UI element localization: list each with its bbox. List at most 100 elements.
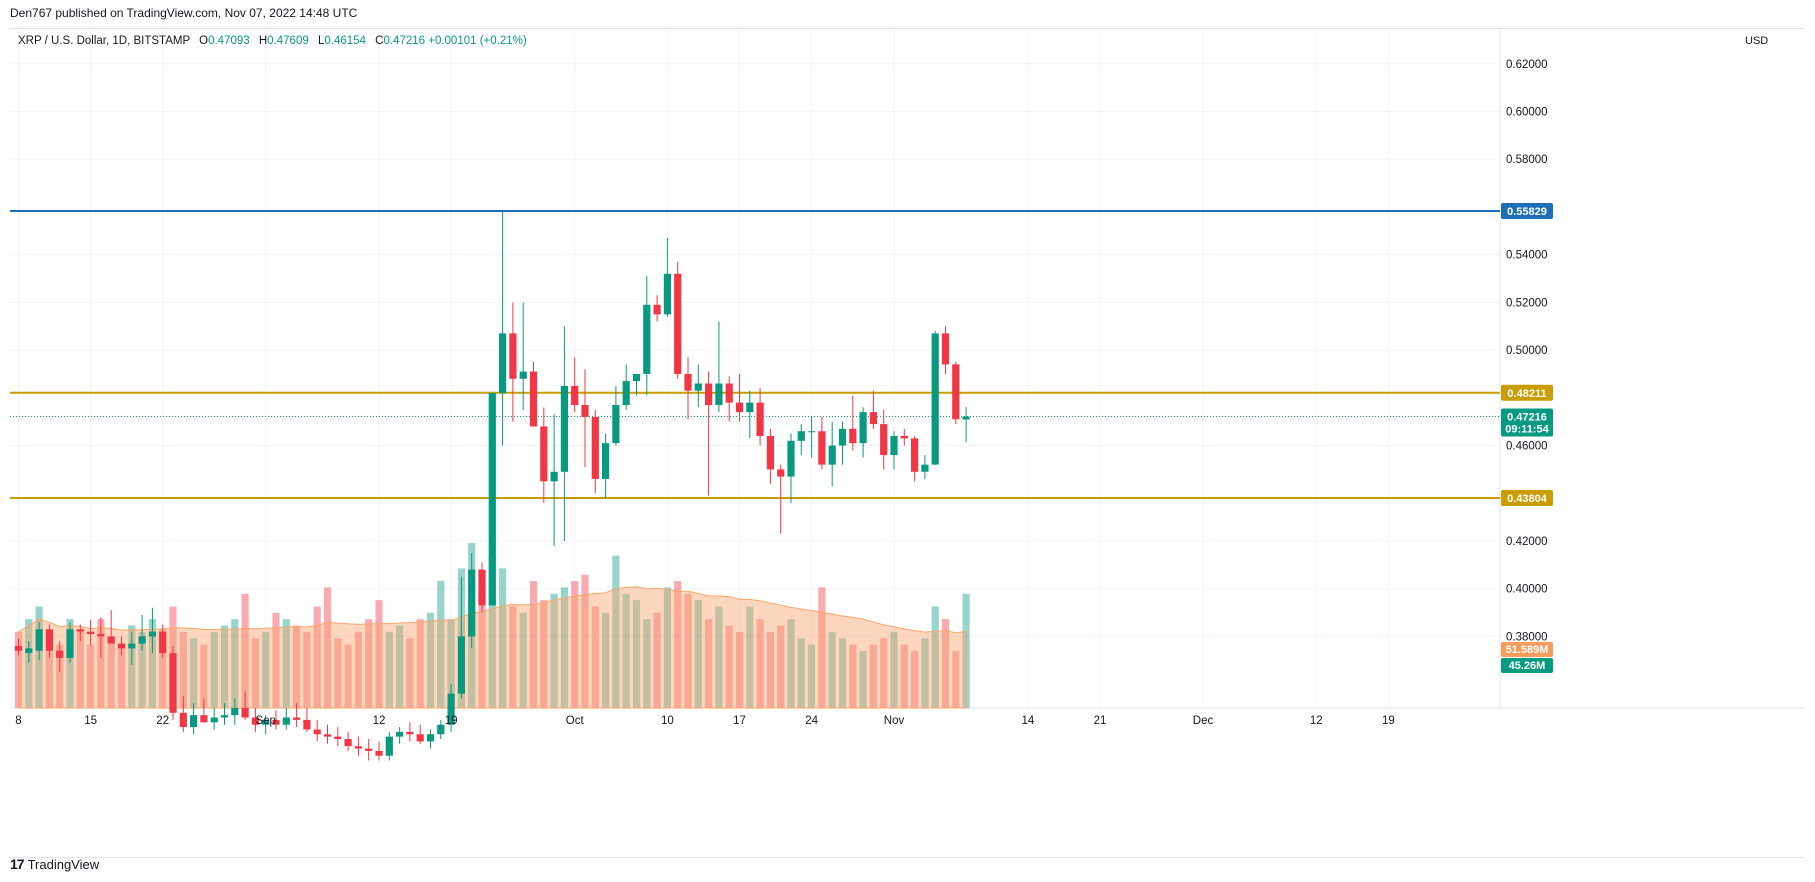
y-tick-label: 0.54000 bbox=[1506, 250, 1548, 262]
volume-bar bbox=[66, 619, 74, 708]
volume-bar bbox=[138, 631, 146, 708]
candle-body bbox=[591, 416, 599, 479]
candle-body bbox=[406, 731, 414, 735]
candle-body bbox=[941, 333, 950, 365]
candle-body bbox=[426, 734, 435, 742]
x-tick-label: 12 bbox=[373, 715, 386, 727]
candle-body bbox=[581, 404, 589, 417]
x-tick-label: 15 bbox=[84, 715, 97, 727]
volume-bar bbox=[540, 600, 548, 708]
volume-bar bbox=[148, 619, 156, 708]
volume-bar bbox=[715, 606, 723, 708]
candle-body bbox=[818, 431, 826, 465]
volume-bar bbox=[200, 644, 208, 708]
candle-body bbox=[602, 443, 610, 479]
volume-bar bbox=[282, 619, 290, 708]
tradingview-logo-icon: 17 bbox=[10, 856, 25, 872]
candle-body bbox=[571, 385, 579, 405]
volume-bar bbox=[529, 581, 538, 708]
volume-bar bbox=[571, 581, 579, 708]
level-tag-support-lower bbox=[1501, 489, 1553, 506]
legend-open-label: O bbox=[199, 35, 209, 47]
last-price-tag bbox=[1501, 408, 1553, 437]
volume-bar bbox=[251, 638, 259, 708]
volume-bar bbox=[76, 631, 84, 708]
candle-body bbox=[97, 634, 105, 637]
x-tick-label: 22 bbox=[156, 715, 169, 727]
candle-body bbox=[128, 643, 136, 649]
candle-body bbox=[457, 636, 465, 694]
volume-bar bbox=[622, 593, 630, 708]
volume-bar bbox=[437, 581, 445, 708]
candle-body bbox=[849, 428, 857, 444]
volume-bar bbox=[849, 644, 857, 708]
candle-body bbox=[746, 402, 754, 413]
y-tick-label: 0.42000 bbox=[1506, 536, 1548, 548]
candle-body bbox=[45, 629, 53, 651]
volume-bar bbox=[365, 619, 373, 708]
volume-bar bbox=[241, 593, 249, 708]
x-tick-label: Dec bbox=[1193, 715, 1214, 727]
volume-bar bbox=[890, 631, 898, 708]
volume-bar bbox=[220, 625, 229, 708]
candle-body bbox=[76, 629, 84, 632]
candle-body bbox=[859, 412, 867, 444]
volume-bar bbox=[838, 638, 847, 708]
candle-body bbox=[282, 717, 290, 725]
volume-bar bbox=[859, 650, 867, 708]
candle-body bbox=[911, 438, 919, 472]
volume-bar bbox=[488, 555, 496, 708]
volume-bar bbox=[828, 631, 836, 708]
candle-body bbox=[148, 631, 156, 637]
volume-bar bbox=[684, 593, 692, 708]
candle-body bbox=[540, 426, 548, 482]
volume-bar bbox=[107, 638, 115, 708]
candle-body bbox=[880, 424, 888, 456]
x-tick-label: 24 bbox=[805, 715, 818, 727]
volume-bar bbox=[406, 638, 414, 708]
volume-bar bbox=[735, 631, 744, 708]
volume-bar bbox=[550, 593, 558, 708]
volume-bar bbox=[880, 638, 888, 708]
volume-bar bbox=[509, 606, 517, 708]
y-tick-label: 0.60000 bbox=[1506, 107, 1548, 119]
y-tick-label: 0.38000 bbox=[1506, 631, 1548, 643]
volume-bar bbox=[210, 631, 218, 708]
candle-body bbox=[787, 440, 795, 477]
candle-body bbox=[705, 383, 713, 405]
x-tick-label: Sep bbox=[255, 715, 275, 727]
volume-bar bbox=[25, 619, 33, 708]
countdown-text: 09:11:54 bbox=[1505, 424, 1549, 436]
candle-body bbox=[869, 412, 877, 425]
y-tick-label: 0.58000 bbox=[1506, 154, 1548, 166]
candle-body bbox=[756, 402, 764, 436]
candle-body bbox=[87, 631, 95, 635]
candle-body bbox=[447, 693, 455, 725]
x-tick-label: 8 bbox=[15, 715, 21, 727]
y-tick-label: 0.62000 bbox=[1506, 59, 1548, 71]
volume-bar bbox=[591, 606, 599, 708]
candle-body bbox=[612, 404, 620, 444]
volume-bar bbox=[231, 619, 239, 708]
volume-bar bbox=[447, 619, 455, 708]
volume-bar bbox=[323, 587, 332, 708]
legend-symbol: XRP / U.S. Dollar, 1D, BITSTAMP bbox=[18, 35, 190, 47]
volume-bar bbox=[313, 606, 321, 708]
candle-body bbox=[478, 569, 486, 606]
y-tick-label: 0.46000 bbox=[1506, 441, 1548, 453]
volume-bar bbox=[385, 631, 393, 708]
volume-bar bbox=[262, 631, 270, 708]
x-tick-label: 21 bbox=[1094, 715, 1107, 727]
volume-bar bbox=[117, 644, 126, 708]
volume-bar bbox=[375, 600, 383, 708]
brand-name: TradingView bbox=[27, 856, 100, 872]
candle-body bbox=[643, 304, 651, 374]
candle-body bbox=[777, 469, 785, 477]
legend-close-label: C bbox=[375, 35, 384, 47]
volume-bar bbox=[921, 638, 929, 708]
candle-body bbox=[35, 629, 43, 651]
legend-high: 0.47609 bbox=[267, 35, 309, 47]
candle-body bbox=[344, 739, 352, 747]
volume-bar bbox=[45, 631, 53, 708]
